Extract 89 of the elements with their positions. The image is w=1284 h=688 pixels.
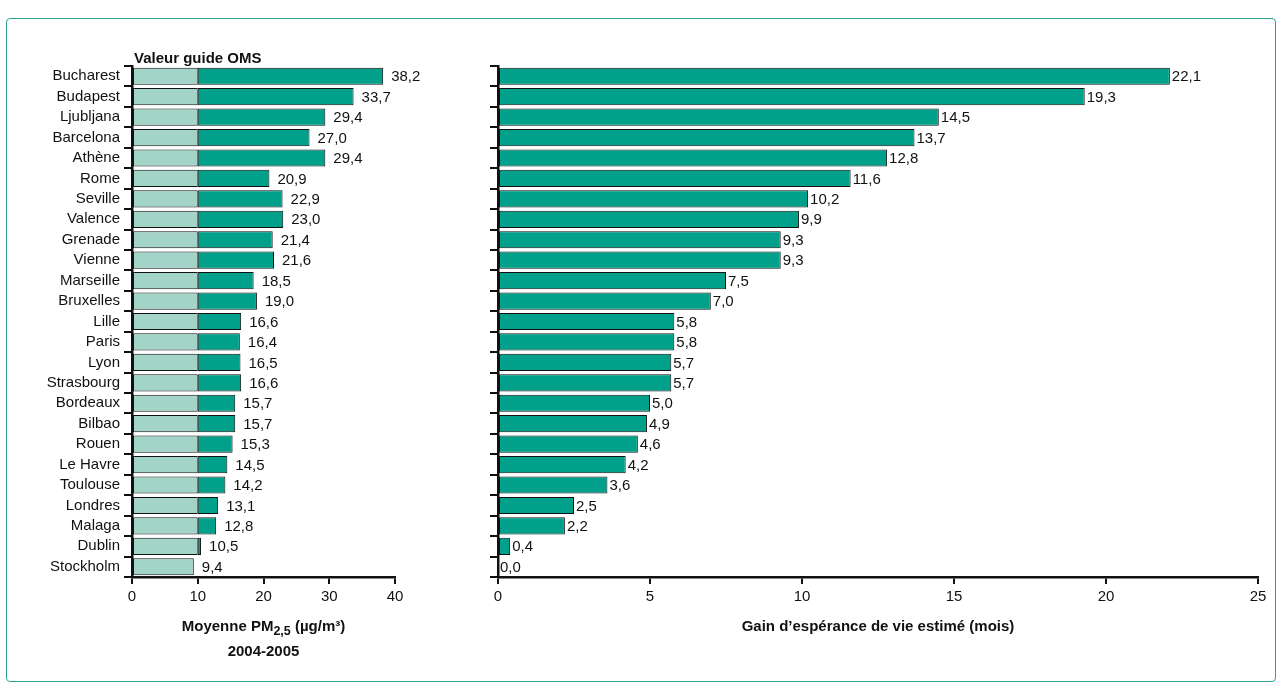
x-tick-label: 15 xyxy=(945,587,963,605)
x-tick-label: 5 xyxy=(645,587,655,605)
x-tick-label: 10 xyxy=(189,587,207,605)
y-tick-label: Rouen xyxy=(75,434,120,452)
x-axis-title: Moyenne PM$_{2,5}$ (µg/m³) 2004-2005 xyxy=(180,616,347,661)
total-label: 12,8 xyxy=(224,517,254,535)
total-label: 15,7 xyxy=(243,394,273,412)
y-tick-label: Lyon xyxy=(88,352,120,370)
total-label: 15,7 xyxy=(243,414,273,432)
series-label: Valeur guide OMS xyxy=(133,48,262,66)
data-label: 13,7 xyxy=(916,128,946,146)
total-label: 10,5 xyxy=(209,537,239,555)
total-label: 18,5 xyxy=(261,271,291,289)
data-label: 22,1 xyxy=(1171,67,1202,85)
y-tick-label: Ljubljana xyxy=(59,107,121,125)
total-label: 14,5 xyxy=(235,455,265,473)
total-label: 38,2 xyxy=(391,67,421,85)
data-label: 2,2 xyxy=(566,517,588,535)
x-axis-title: Gain d’espérance de vie estimé (mois) xyxy=(740,616,1016,636)
total-label: 21,4 xyxy=(280,230,310,248)
y-tick-label: Athène xyxy=(72,148,120,166)
y-tick-label: Barcelona xyxy=(52,127,121,145)
x-tick-label: 0 xyxy=(493,587,503,605)
x-tick-label: 40 xyxy=(386,587,404,605)
total-label: 29,4 xyxy=(333,149,363,167)
x-tick-label: 30 xyxy=(320,587,338,605)
data-label: 2,5 xyxy=(576,496,597,514)
y-tick-label: Toulouse xyxy=(59,475,120,493)
total-label: 22,9 xyxy=(290,190,320,207)
y-tick-label: Seville xyxy=(75,189,120,206)
x-tick-label: 0 xyxy=(127,587,137,605)
data-label: 4,2 xyxy=(627,455,649,473)
y-tick-label: Bordeaux xyxy=(55,393,121,411)
data-label: 9,3 xyxy=(782,251,804,269)
total-label: 19,0 xyxy=(264,292,295,310)
data-label: 5,0 xyxy=(652,394,673,412)
data-label: 9,3 xyxy=(782,230,804,248)
y-tick-label: Marseille xyxy=(59,270,120,288)
y-tick-label: Grenade xyxy=(61,229,120,247)
data-label: 11,6 xyxy=(852,169,881,187)
data-label: 14,5 xyxy=(940,108,970,126)
data-label: 5,7 xyxy=(673,353,695,371)
data-label: 7,0 xyxy=(712,292,734,310)
y-tick-label: Malaga xyxy=(70,516,121,534)
y-tick-label: Stockholm xyxy=(49,556,120,574)
data-label: 0,4 xyxy=(512,537,534,555)
total-label: 16,4 xyxy=(247,333,278,351)
y-tick-label: Strasbourg xyxy=(46,372,120,390)
total-label: 20,9 xyxy=(277,169,307,187)
data-label: 5,8 xyxy=(676,312,698,330)
y-tick-label: Lille xyxy=(93,311,120,329)
x-tick-label: 25 xyxy=(1249,587,1267,605)
y-tick-label: Londres xyxy=(65,495,120,513)
y-tick-label: Bucharest xyxy=(52,66,121,84)
total-label: 16,6 xyxy=(249,373,279,391)
data-label: 0,0 xyxy=(500,557,521,575)
y-tick-label: Budapest xyxy=(56,86,121,104)
y-tick-label: Le Havre xyxy=(59,454,120,472)
y-tick-label: Vienne xyxy=(73,250,120,268)
x-tick-label: 10 xyxy=(793,587,811,605)
data-label: 4,6 xyxy=(639,435,661,453)
y-tick-label: Dublin xyxy=(77,536,120,554)
total-label: 16,6 xyxy=(249,312,279,330)
total-label: 14,2 xyxy=(233,476,263,494)
x-tick-label: 20 xyxy=(1097,587,1115,605)
y-tick-label: Bilbao xyxy=(78,413,120,431)
y-tick-label: Rome xyxy=(79,168,120,186)
total-label: 23,0 xyxy=(291,210,321,228)
data-label: 4,9 xyxy=(648,414,670,432)
data-label: 5,7 xyxy=(673,373,695,391)
y-tick-label: Bruxelles xyxy=(58,291,120,309)
data-label: 5,8 xyxy=(676,333,698,351)
total-label: 9,4 xyxy=(201,557,223,575)
total-label: 33,7 xyxy=(361,87,391,105)
data-label: 7,5 xyxy=(728,271,749,289)
total-label: 15,3 xyxy=(240,435,270,453)
total-label: 13,1 xyxy=(226,496,256,514)
data-label: 12,8 xyxy=(889,149,919,167)
data-label: 10,2 xyxy=(810,190,840,207)
data-label: 3,6 xyxy=(609,476,631,494)
data-label: 19,3 xyxy=(1086,87,1116,105)
total-label: 16,5 xyxy=(248,353,278,371)
x-tick-label: 20 xyxy=(255,587,272,605)
data-label: 9,9 xyxy=(800,210,822,228)
total-label: 29,4 xyxy=(333,108,363,126)
total-label: 21,6 xyxy=(282,251,312,269)
y-tick-label: Paris xyxy=(85,332,120,350)
y-tick-label: Valence xyxy=(66,209,120,227)
total-label: 27,0 xyxy=(317,128,347,146)
